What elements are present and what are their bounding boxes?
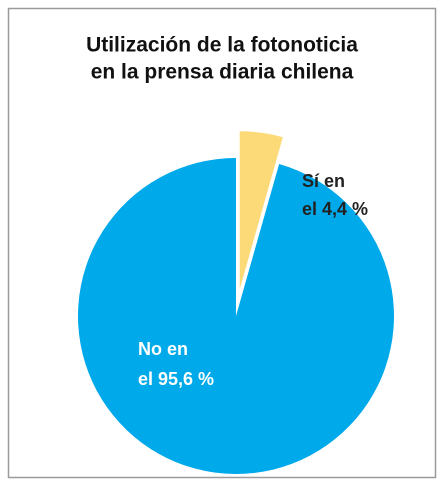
slice-label: Sí en: [302, 171, 345, 191]
slice-label: No en: [138, 339, 188, 359]
pie-slice: [77, 158, 394, 474]
pie-slice: [239, 131, 283, 290]
chart-title: en la prensa diaria chilena: [91, 61, 354, 84]
slice-value-label: el 95,6 %: [138, 369, 214, 389]
chart-title: Utilización de la fotonoticia: [86, 34, 358, 57]
slice-value-label: el 4,4 %: [302, 199, 368, 219]
